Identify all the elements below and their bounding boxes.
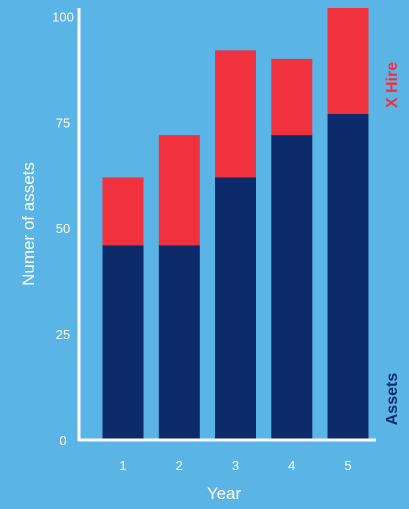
x-tick-label: 4 xyxy=(288,458,295,473)
y-tick-label: 75 xyxy=(56,115,70,130)
x-tick-labels: 1 2 3 4 5 xyxy=(119,458,351,473)
y-axis-title: Numer of assets xyxy=(19,162,38,286)
bar-assets-year-3 xyxy=(215,177,256,440)
x-tick-label: 5 xyxy=(344,458,351,473)
bar-assets-year-4 xyxy=(271,135,313,440)
y-tick-label: 0 xyxy=(59,433,66,448)
y-tick-label: 100 xyxy=(52,10,74,25)
bar-assets-year-5 xyxy=(327,113,369,441)
bar-x-hire-year-3 xyxy=(215,50,256,178)
x-tick-label: 3 xyxy=(232,458,239,473)
y-tick-label: 50 xyxy=(56,221,70,236)
legend-label-x-hire: X Hire xyxy=(384,62,401,108)
y-tick-labels: 0 25 50 75 100 xyxy=(52,10,74,449)
x-tick-label: 1 xyxy=(119,458,126,473)
bar-x-hire-year-2 xyxy=(158,135,200,246)
legend-label-assets: Assets xyxy=(384,373,401,426)
bar-x-hire-year-4 xyxy=(271,58,313,135)
x-tick-label: 2 xyxy=(176,458,183,473)
bar-assets-year-1 xyxy=(102,245,144,440)
x-axis-title: Year xyxy=(207,484,242,503)
bar-assets-year-2 xyxy=(158,245,200,440)
bars-group xyxy=(102,8,369,441)
bar-x-hire-year-1 xyxy=(102,177,144,246)
bar-x-hire-year-5 xyxy=(327,8,369,114)
y-tick-label: 25 xyxy=(56,327,70,342)
